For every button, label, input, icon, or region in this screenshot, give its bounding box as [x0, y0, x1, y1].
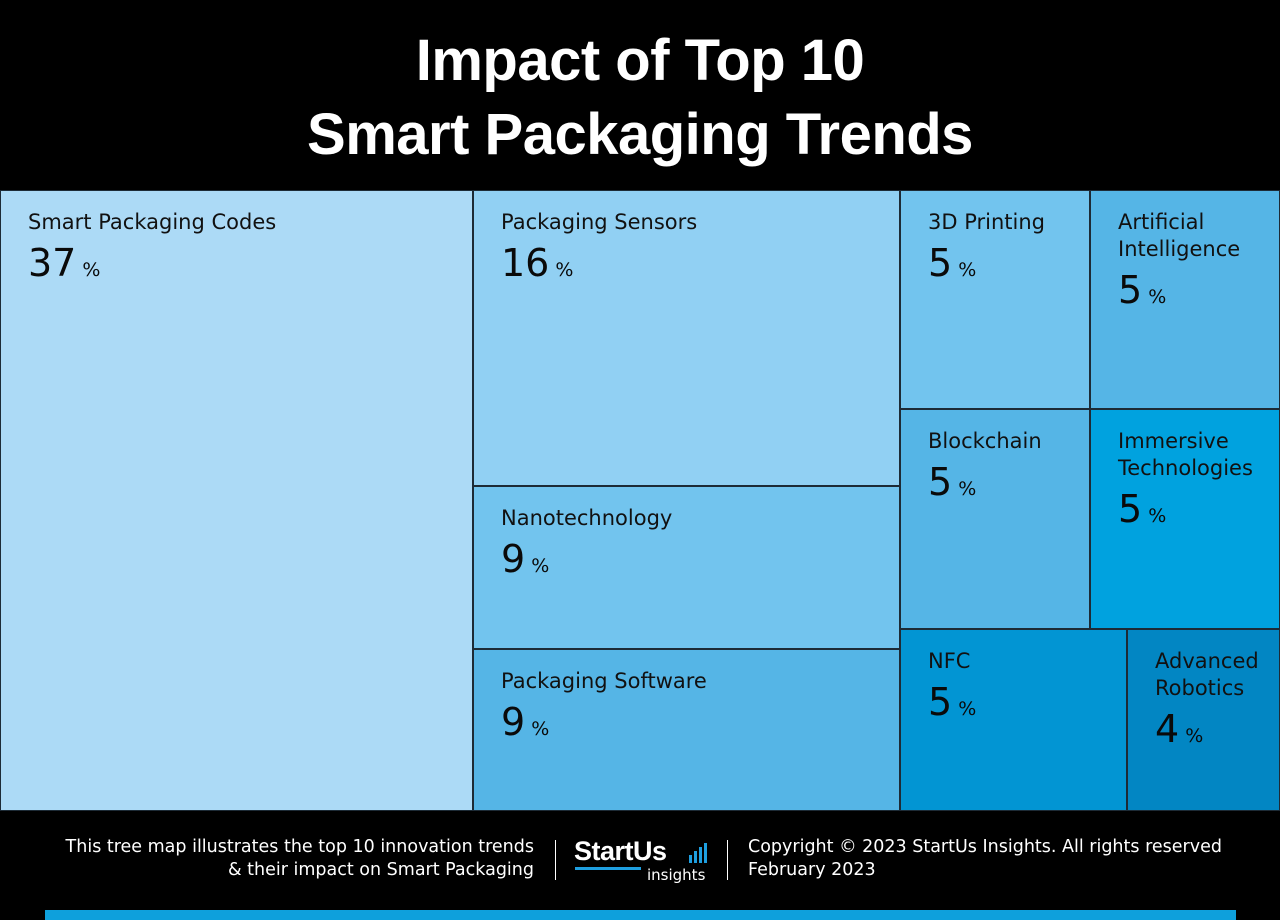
logo-wordmark: StartUs — [574, 836, 667, 866]
treemap-tile-artificial-intelligence: Artificial Intelligence 5% — [1090, 190, 1280, 409]
tile-value: 4% — [1155, 707, 1280, 758]
tile-text-block: NFC 5% — [928, 648, 1122, 731]
treemap: Smart Packaging Codes 37% Packaging Sensor… — [0, 190, 1280, 811]
logo-subtext: insights — [647, 866, 706, 884]
tile-value-number: 5 — [1118, 268, 1143, 312]
tile-label: NFC — [928, 649, 971, 673]
tile-value-unit: % — [1148, 505, 1167, 527]
tile-value: 16% — [501, 241, 867, 292]
treemap-tile-blockchain: Blockchain 5% — [900, 409, 1090, 629]
tile-value-unit: % — [82, 259, 101, 281]
tile-value-number: 9 — [501, 700, 526, 744]
logo-underline — [575, 867, 641, 870]
tile-value-unit: % — [958, 698, 977, 720]
tile-value: 9% — [501, 537, 867, 588]
treemap-tile-3d-printing: 3D Printing 5% — [900, 190, 1090, 409]
tile-label: Immersive Technologies — [1118, 429, 1253, 480]
tile-value-number: 9 — [501, 537, 526, 581]
tile-value-number: 16 — [501, 241, 550, 285]
tile-value: 5% — [1118, 268, 1280, 319]
footer-copyright-block: Copyright © 2023 StartUs Insights. All r… — [748, 836, 1222, 882]
tile-label: Nanotechnology — [501, 506, 673, 530]
footer-divider-right — [727, 840, 728, 880]
tile-text-block: Smart Packaging Codes 37% — [28, 209, 433, 292]
treemap-tile-nfc: NFC 5% — [900, 629, 1127, 811]
tile-value-unit: % — [555, 259, 574, 281]
footer-description-line-1: This tree map illustrates the top 10 inn… — [65, 837, 534, 857]
footer-description-line-2: & their impact on Smart Packaging — [227, 860, 534, 880]
tile-label: Packaging Software — [501, 669, 707, 693]
footer: This tree map illustrates the top 10 inn… — [0, 826, 1280, 896]
tile-value: 5% — [1118, 487, 1280, 538]
footer-divider-left — [555, 840, 556, 880]
tile-text-block: Packaging Sensors 16% — [501, 209, 867, 292]
tile-label: Advanced Robotics — [1155, 649, 1259, 700]
footer-description: This tree map illustrates the top 10 inn… — [66, 836, 534, 882]
tile-value: 9% — [501, 700, 867, 751]
tile-text-block: 3D Printing 5% — [928, 209, 1090, 292]
tile-text-block: Blockchain 5% — [928, 428, 1090, 511]
tile-value: 5% — [928, 241, 1090, 292]
treemap-tile-advanced-robotics: Advanced Robotics 4% — [1127, 629, 1280, 811]
tile-value-number: 5 — [928, 241, 953, 285]
startus-insights-logo: StartUs insights — [574, 836, 714, 884]
date-text: February 2023 — [748, 860, 876, 880]
chart-title-line-2: Smart Packaging Trends — [307, 102, 973, 167]
tile-value-number: 5 — [1118, 487, 1143, 531]
tile-value-unit: % — [958, 259, 977, 281]
tile-text-block: Immersive Technologies 5% — [1118, 428, 1280, 538]
treemap-tile-nanotechnology: Nanotechnology 9% — [473, 486, 900, 649]
tile-value-number: 37 — [28, 241, 77, 285]
tile-value-number: 5 — [928, 680, 953, 724]
tile-label: Packaging Sensors — [501, 210, 698, 234]
tile-text-block: Nanotechnology 9% — [501, 505, 867, 588]
treemap-tile-packaging-software: Packaging Software 9% — [473, 649, 900, 811]
copyright-text: Copyright © 2023 StartUs Insights. All r… — [748, 837, 1222, 857]
treemap-tile-immersive-technologies: Immersive Technologies 5% — [1090, 409, 1280, 629]
tile-label: Blockchain — [928, 429, 1042, 453]
tile-text-block: Packaging Software 9% — [501, 668, 867, 751]
tile-value: 5% — [928, 680, 1122, 731]
logo-bars-icon — [689, 843, 709, 863]
tile-value-unit: % — [531, 555, 550, 577]
chart-title-line-1: Impact of Top 10 — [415, 28, 865, 93]
tile-value-unit: % — [531, 718, 550, 740]
tile-value-number: 4 — [1155, 707, 1180, 751]
tile-label: Artificial Intelligence — [1118, 210, 1241, 261]
chart-title: Impact of Top 10 Smart Packaging Trends — [0, 24, 1280, 172]
bottom-accent-bar — [45, 910, 1236, 920]
tile-text-block: Advanced Robotics 4% — [1155, 648, 1280, 758]
tile-value: 5% — [928, 460, 1090, 511]
tile-value-unit: % — [1148, 286, 1167, 308]
tile-label: Smart Packaging Codes — [28, 210, 277, 234]
tile-text-block: Artificial Intelligence 5% — [1118, 209, 1280, 319]
tile-value-unit: % — [958, 478, 977, 500]
tile-value-number: 5 — [928, 460, 953, 504]
tile-value-unit: % — [1185, 725, 1204, 747]
treemap-tile-packaging-sensors: Packaging Sensors 16% — [473, 190, 900, 486]
treemap-tile-smart-packaging-codes: Smart Packaging Codes 37% — [0, 190, 473, 811]
tile-label: 3D Printing — [928, 210, 1045, 234]
tile-value: 37% — [28, 241, 433, 292]
